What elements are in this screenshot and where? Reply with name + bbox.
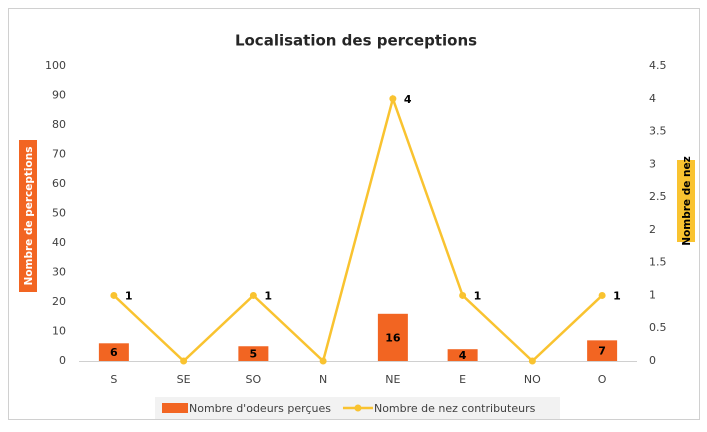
point-label: 1: [613, 289, 621, 302]
line: [113, 94, 603, 364]
line-point: [598, 291, 606, 299]
bar-label: 6: [110, 346, 118, 359]
y-tick-label: 70: [52, 148, 66, 161]
x-tick-label: SO: [246, 373, 262, 386]
bar: [98, 343, 129, 361]
bar: [377, 313, 408, 361]
y-tick-label: 60: [52, 177, 66, 190]
x-tick-label: E: [459, 373, 466, 386]
y-tick-label: 50: [52, 207, 66, 220]
line-point: [110, 291, 118, 299]
y-tick-label: 40: [52, 236, 66, 249]
y-axis-title: Nombre de perceptions: [23, 147, 35, 286]
y2-label-box: [677, 160, 695, 242]
x-tick-label: NE: [385, 373, 400, 386]
line-point: [459, 291, 467, 299]
y2-tick-label: 2: [649, 223, 656, 236]
y-tick-label: 30: [52, 266, 66, 279]
x-tick-label: NO: [524, 373, 541, 386]
y-tick-label: 20: [52, 295, 66, 308]
bar: [447, 349, 478, 361]
bar-label: 7: [598, 345, 606, 358]
line-point: [249, 291, 257, 299]
bar: [238, 346, 269, 361]
bar-label: 5: [250, 348, 258, 361]
y2-tick-label: 0: [649, 354, 656, 367]
y2-tick-label: 4: [649, 92, 656, 105]
y2-tick-label: 2.5: [649, 190, 667, 203]
line-point: [180, 357, 188, 365]
x-tick-label: S: [110, 373, 117, 386]
y2-tick-label: 4.5: [649, 59, 667, 72]
y2-tick-label: 1.5: [649, 256, 667, 269]
legend-label: Nombre de nez contributeurs: [374, 402, 536, 415]
x-tick-label: O: [598, 373, 607, 386]
point-label: 4: [404, 93, 412, 106]
point-label: 1: [264, 289, 272, 302]
y2-tick-label: 0.5: [649, 321, 667, 334]
legend-swatch: [354, 404, 362, 412]
chart-title: Localisation des perceptions: [235, 32, 477, 50]
x-tick-label: SE: [177, 373, 191, 386]
point-label: 1: [125, 289, 133, 302]
bar-label: 4: [459, 349, 467, 362]
y2-tick-label: 1: [649, 288, 656, 301]
legend-label: Nombre d'odeurs perçues: [189, 402, 331, 415]
y-tick-label: 100: [45, 59, 66, 72]
x-tick-label: N: [319, 373, 327, 386]
legend-swatch: [162, 403, 188, 413]
line-point: [319, 357, 327, 365]
line-point: [528, 357, 536, 365]
y2-axis-title: Nombre de nez: [681, 156, 693, 245]
y-tick-label: 10: [52, 325, 66, 338]
point-label: 1: [474, 289, 482, 302]
y2-tick-label: 3: [649, 157, 656, 170]
bar-label: 16: [385, 331, 401, 344]
y-label-box: [19, 140, 37, 292]
y2-tick-label: 3.5: [649, 125, 667, 138]
bar: [587, 340, 618, 361]
y-tick-label: 0: [59, 354, 66, 367]
y-tick-label: 80: [52, 118, 66, 131]
y-tick-label: 90: [52, 89, 66, 102]
line-point: [389, 95, 397, 103]
